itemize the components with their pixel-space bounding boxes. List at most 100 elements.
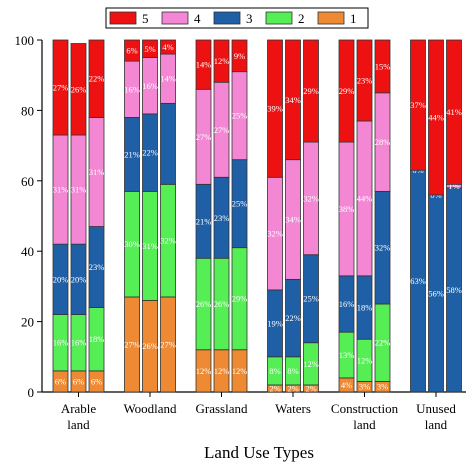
legend-swatch: [265, 11, 293, 25]
bar-segment: [303, 39, 319, 143]
y-tick-label: 20: [21, 315, 34, 330]
data-label: 1%: [448, 181, 459, 191]
data-label: 4%: [162, 42, 173, 52]
data-label: 31%: [89, 167, 105, 177]
x-tick-label: land: [425, 417, 448, 432]
x-tick-label: Arable: [61, 401, 97, 416]
data-label: 22%: [375, 338, 391, 348]
data-label: 27%: [196, 132, 212, 142]
legend-swatch: [109, 11, 137, 25]
x-tick-label: Construction: [331, 401, 399, 416]
data-label: 29%: [339, 86, 355, 96]
bar-segment: [267, 39, 283, 178]
data-label: 3%: [359, 382, 370, 392]
bar-segment: [195, 39, 212, 90]
bar-segment: [356, 39, 373, 122]
data-label: 13%: [339, 350, 355, 360]
data-label: 2%: [287, 383, 298, 393]
data-label: 22%: [89, 74, 105, 84]
data-label: 16%: [124, 84, 140, 94]
x-tick-label: Waters: [275, 401, 311, 416]
data-label: 23%: [357, 75, 373, 85]
data-label: 44%: [357, 193, 373, 203]
legend-entry: 1: [350, 11, 357, 26]
data-label: 21%: [196, 216, 212, 226]
y-tick-label: 60: [21, 174, 34, 189]
y-tick-label: 80: [21, 103, 34, 118]
bar-segment: [446, 39, 462, 185]
x-axis-title: Land Use Types: [204, 443, 314, 462]
data-label: 16%: [71, 338, 87, 348]
data-label: 27%: [124, 339, 140, 349]
data-label: 25%: [232, 111, 248, 121]
data-label: 8%: [269, 366, 280, 376]
data-label: 12%: [232, 366, 248, 376]
data-label: 31%: [53, 185, 69, 195]
plot-area: 0 20 40 60 80 100 6% 16% 20% 31% 27% 6% 16% 20% 31% 26%…: [15, 33, 466, 432]
data-label: 12%: [196, 366, 212, 376]
data-label: 38%: [339, 204, 355, 214]
y-tick-label: 0: [28, 385, 35, 400]
data-label: 6%: [73, 376, 84, 386]
data-label: 31%: [71, 185, 87, 195]
x-tick-label: Grassland: [196, 401, 248, 416]
data-label: 29%: [232, 294, 248, 304]
data-label: 12%: [214, 56, 230, 66]
data-label: 26%: [214, 299, 230, 309]
data-label: 44%: [428, 112, 444, 122]
data-label: 25%: [303, 294, 319, 304]
data-label: 18%: [89, 334, 105, 344]
data-label: 6%: [91, 376, 102, 386]
bar-segment: [52, 39, 69, 136]
data-label: 2%: [269, 383, 280, 393]
data-label: 25%: [232, 199, 248, 209]
data-label: 27%: [160, 339, 176, 349]
data-label: 32%: [160, 236, 176, 246]
data-label: 26%: [196, 299, 212, 309]
data-label: 20%: [71, 274, 87, 284]
bar-segment: [338, 39, 355, 143]
legend-swatch: [213, 11, 241, 25]
bar-segment: [160, 39, 176, 55]
bar-segment: [428, 39, 444, 196]
data-label: 9%: [234, 51, 245, 61]
data-label: 2%: [305, 383, 316, 393]
data-label: 63%: [410, 276, 426, 286]
data-label: 16%: [142, 81, 158, 91]
data-label: 12%: [303, 359, 319, 369]
data-label: 31%: [142, 241, 158, 251]
data-label: 23%: [89, 262, 105, 272]
bar-segment: [88, 39, 105, 118]
data-label: 22%: [285, 313, 301, 323]
data-label: 27%: [214, 125, 230, 135]
data-label: 23%: [214, 213, 230, 223]
y-tick-label: 100: [15, 33, 35, 48]
data-label: 30%: [124, 239, 140, 249]
legend-entry: 2: [298, 11, 305, 26]
x-tick-label: land: [67, 417, 90, 432]
data-label: 16%: [339, 299, 355, 309]
bar-segment: [70, 43, 87, 136]
data-label: 26%: [71, 84, 87, 94]
data-label: 15%: [375, 61, 391, 71]
data-label: 19%: [267, 318, 283, 328]
data-label: 41%: [446, 107, 462, 117]
data-label: 56%: [428, 288, 444, 298]
x-tick-label: land: [353, 417, 376, 432]
data-label: 39%: [267, 104, 283, 114]
data-label: 5%: [144, 44, 155, 54]
data-label: 6%: [126, 46, 137, 56]
data-label: 27%: [53, 83, 69, 93]
bar-segment: [285, 39, 301, 161]
data-label: 14%: [160, 74, 176, 84]
legend-swatch: [317, 11, 345, 25]
data-label: 58%: [446, 285, 462, 295]
data-label: 32%: [375, 243, 391, 253]
bar-segment: [160, 102, 176, 185]
data-label: 29%: [303, 86, 319, 96]
data-label: 28%: [375, 137, 391, 147]
data-label: 18%: [357, 303, 373, 313]
bar-segment: [213, 39, 230, 83]
x-tick-label: Unused: [416, 401, 456, 416]
